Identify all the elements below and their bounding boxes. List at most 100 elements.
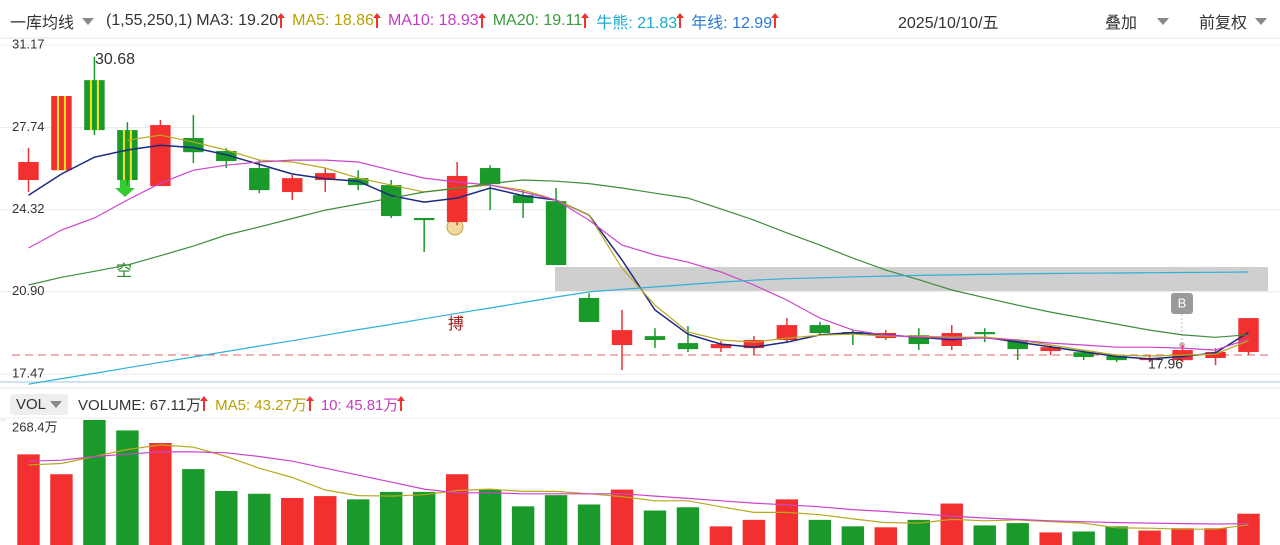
candle-body: [1040, 347, 1061, 352]
b-badge: [1171, 293, 1193, 314]
candle-body: [413, 217, 435, 221]
value-item: VOLUME: 67.11万: [78, 394, 211, 415]
volume-bar: [841, 526, 865, 545]
volume-selector[interactable]: VOL: [10, 393, 69, 415]
volume-bar: [1006, 523, 1029, 545]
value-item: 10: 45.81万: [321, 394, 409, 415]
header-row: 一库均线 (1,55,250,1) MA3: 19.20 MA5: 18.86 MA…: [0, 8, 1280, 34]
max-price-label: 30.68: [95, 51, 135, 68]
volume-bar: [610, 489, 634, 545]
ma-line: [28, 444, 1249, 530]
candle-body: [710, 344, 732, 349]
ma-line: [28, 179, 1249, 338]
value-text: MA5: 18.86: [292, 12, 374, 29]
candle-body: [150, 125, 171, 187]
y-tick-label: 24.32: [12, 201, 45, 216]
volume-bar: [314, 496, 337, 545]
limit-stripe: [63, 95, 66, 171]
up-arrow: [477, 12, 486, 28]
signal-label: 搏: [448, 315, 464, 333]
value-text: 10: 45.81万: [320, 396, 399, 414]
volume-bar: [742, 519, 766, 545]
y-tick-label: 268.4万: [12, 419, 58, 434]
volume-bar: [973, 525, 996, 545]
volume-bar: [1204, 528, 1227, 545]
volume-bar: [775, 499, 799, 545]
candle-body: [512, 195, 534, 204]
volume-bar: [1072, 531, 1095, 545]
volume-bar: [149, 443, 172, 545]
candle-body: [974, 332, 995, 335]
value-text: MA20: 19.11: [492, 12, 583, 29]
volume-bar: [1039, 532, 1062, 545]
value-text: VOLUME: 67.11万: [78, 396, 202, 414]
candle-body: [479, 168, 501, 185]
candle-body: [117, 130, 138, 181]
volume-bar: [347, 499, 370, 545]
candle-body: [1205, 351, 1226, 358]
volume-bar: [281, 497, 304, 545]
adjust-button[interactable]: 前复权: [1199, 9, 1268, 33]
candle-body: [84, 80, 105, 131]
volume-bar: [1171, 528, 1194, 545]
y-tick-label: 17.47: [12, 366, 45, 381]
volume-bar: [379, 491, 403, 545]
limit-stripe: [122, 130, 125, 181]
up-arrow: [397, 395, 406, 411]
volume-bar: [50, 474, 73, 545]
ma-line: [28, 159, 1249, 351]
value-text: MA3: 19.20: [196, 12, 279, 29]
candle-body: [216, 150, 237, 162]
min-price-label: 17.96: [1148, 356, 1183, 372]
volume-bar: [907, 519, 930, 545]
up-arrow: [305, 395, 314, 411]
indicator-params: (1,55,250,1): [106, 12, 193, 29]
value-text: 年线: 12.99: [691, 15, 773, 32]
volume-values: VOLUME: 67.11万 MA5: 43.27万 10: 45.81万: [78, 394, 412, 415]
candle-body: [578, 297, 600, 322]
sell-arrow: [115, 180, 135, 197]
value-item: MA5: 18.86: [292, 9, 384, 33]
signal-label: 空: [116, 262, 132, 280]
volume-bar: [445, 474, 469, 545]
candle-body: [611, 330, 633, 346]
candle-body: [908, 335, 929, 345]
value-item: 牛熊: 21.83: [596, 9, 687, 33]
volume-bar: [1105, 526, 1128, 545]
volume-bar: [1237, 513, 1260, 545]
indicator-selector[interactable]: 一库均线: [10, 9, 95, 33]
limit-stripe: [56, 95, 60, 171]
candle-body: [18, 162, 39, 181]
overlay-label: 叠加: [1105, 15, 1138, 32]
b-badge-label: B: [1178, 295, 1187, 310]
value-item: MA20: 19.11: [493, 9, 593, 33]
dropdown-caret: [82, 17, 95, 25]
overlay-button[interactable]: 叠加: [1105, 9, 1170, 33]
candle-body: [809, 325, 831, 334]
indicator-name: 一库均线: [10, 15, 75, 32]
volume-bar: [17, 454, 40, 545]
volume-bar: [544, 495, 568, 545]
volume-bar: [83, 420, 106, 545]
volume-bar: [412, 491, 436, 545]
ma-line: [28, 271, 1249, 385]
volume-bar: [643, 510, 667, 545]
candle-body: [1007, 339, 1028, 350]
candle-body: [743, 339, 765, 349]
volume-bar: [182, 469, 205, 545]
limit-stripe: [96, 80, 99, 131]
ma-values: MA3: 19.20 MA5: 18.86 MA10: 18.93 MA20: 19.…: [196, 9, 786, 33]
date: 2025/10/10/五: [898, 15, 999, 32]
value-text: MA5: 43.27万: [215, 396, 307, 414]
up-arrow: [771, 12, 780, 28]
y-tick-label: 31.17: [12, 37, 45, 52]
value-item: MA5: 43.27万: [215, 394, 317, 415]
candle-body: [249, 168, 270, 191]
y-tick-label: 20.90: [12, 283, 45, 298]
up-arrow: [581, 12, 590, 28]
dropdown-caret: [50, 400, 63, 408]
ma-line: [28, 144, 1249, 360]
y-tick-label: 27.74: [12, 119, 45, 134]
